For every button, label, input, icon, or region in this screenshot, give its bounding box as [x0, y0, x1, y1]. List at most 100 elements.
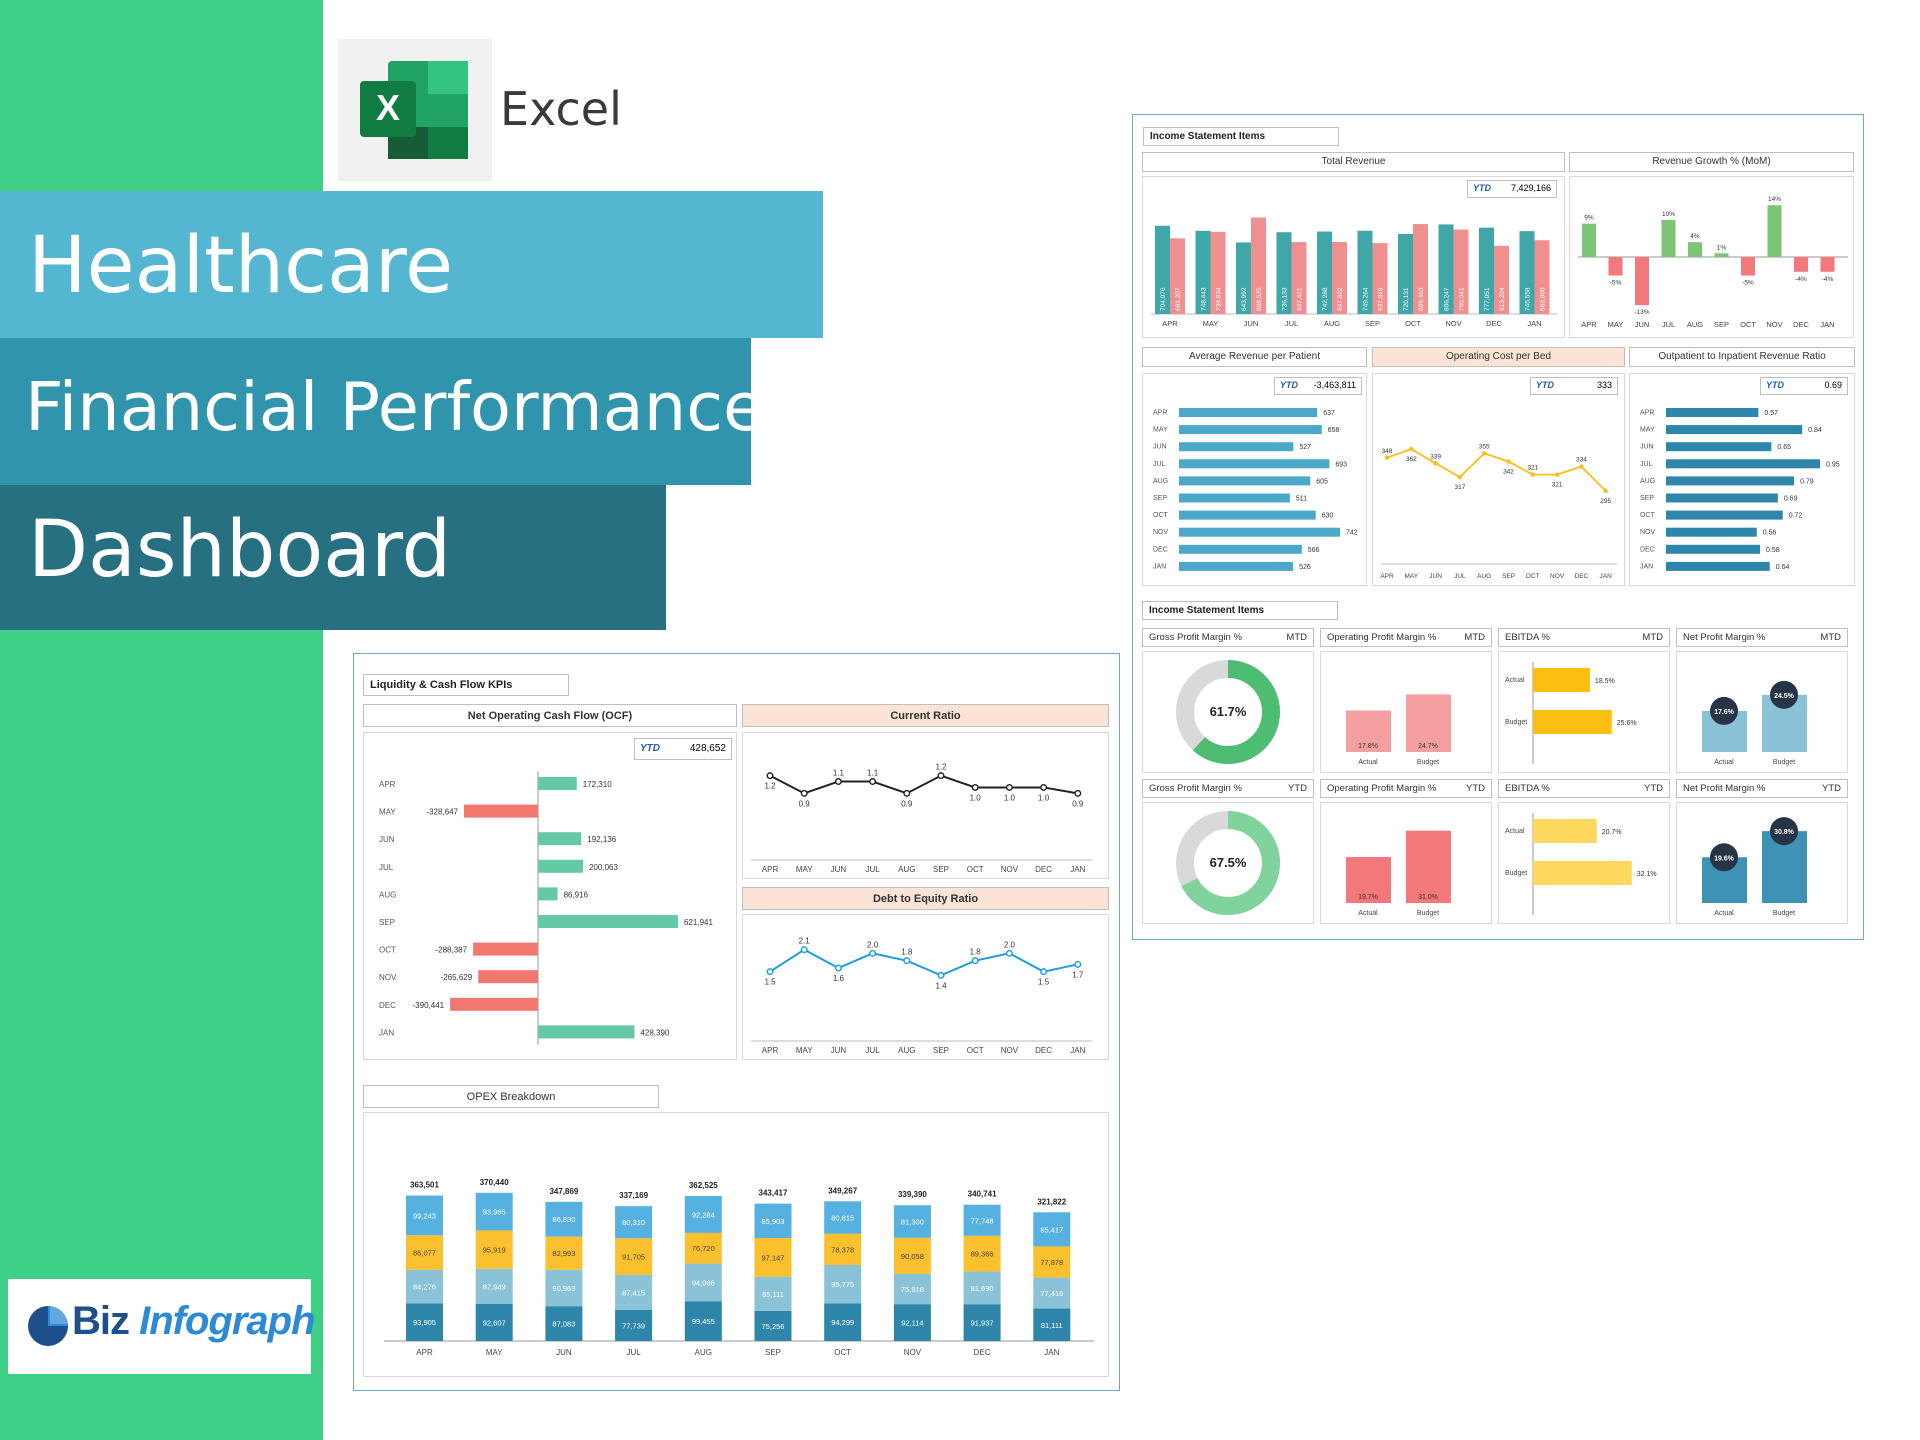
value-bar — [1666, 544, 1761, 554]
actual-bar — [1533, 668, 1590, 692]
opex-segment-label: 77,416 — [1040, 1289, 1063, 1298]
ocf-header: Net Operating Cash Flow (OCF) — [363, 704, 737, 727]
outpatient-ratio-chart: APR 0.57 MAY 0.84 JUN 0.65 JUL 0.95 AUG 0.79 SEP 0.… — [1640, 408, 1840, 571]
month-tick: DEC — [1035, 865, 1052, 874]
month-tick: AUG — [898, 1046, 915, 1055]
opex-segment — [963, 1271, 1001, 1305]
month-tick: AUG — [1153, 478, 1168, 485]
value-bar — [1179, 459, 1330, 469]
budget-label: 637,849 — [1378, 287, 1385, 311]
opex-segment — [893, 1273, 931, 1305]
month-tick: NOV — [1001, 1046, 1019, 1055]
actual-value: 19.6% — [1714, 855, 1735, 862]
data-point — [766, 772, 774, 780]
ocf-bar — [538, 859, 584, 873]
opex-segment — [1033, 1246, 1071, 1278]
opex-segment-label: 85,417 — [1040, 1225, 1063, 1234]
gpm-ytd-donut: 67.5% — [1176, 811, 1280, 915]
gpm-mtd-donut: 61.7% — [1176, 660, 1280, 764]
month-tick: MAY — [1640, 427, 1655, 434]
budget-bar — [1332, 242, 1347, 314]
data-point — [1040, 968, 1048, 976]
data-label: 1.4 — [935, 981, 947, 990]
month-tick: JAN — [1153, 563, 1166, 570]
ocf-label: -265,629 — [441, 973, 473, 982]
opex-segment-label: 91,937 — [971, 1319, 994, 1328]
data-label: 295 — [1600, 498, 1611, 505]
budget-bar — [1372, 243, 1388, 314]
opex-segment — [406, 1303, 443, 1341]
month-tick: JUN — [1429, 573, 1442, 580]
data-label: 317 — [1454, 484, 1465, 491]
month-tick: AUG — [379, 890, 396, 899]
ocf-label: 200,063 — [589, 863, 618, 872]
banner-line-3: Dashboard — [0, 485, 666, 630]
data-point — [937, 971, 945, 979]
growth-label: -13% — [1634, 309, 1649, 316]
data-point — [1506, 459, 1511, 464]
budget-bar — [1291, 242, 1307, 314]
month-tick: APR — [1640, 410, 1654, 417]
month-tick: SEP — [1365, 319, 1380, 328]
month-tick: AUG — [1477, 573, 1491, 580]
month-tick: JAN — [1527, 319, 1541, 328]
ocf-label: -390,441 — [413, 1001, 445, 1010]
value-label: 605 — [1316, 478, 1328, 485]
ocf-label: -328,647 — [426, 808, 458, 817]
value-label: 566 — [1308, 547, 1320, 554]
data-point — [766, 968, 774, 976]
data-point — [1409, 446, 1414, 452]
opex-total-label: 347,869 — [549, 1187, 578, 1196]
actual-axis-label: Actual — [1505, 828, 1525, 835]
budget-axis-label: Budget — [1417, 759, 1439, 766]
banner-line-1: Healthcare — [0, 191, 823, 338]
actual-axis-label: Actual — [1358, 910, 1378, 917]
opex-segment — [893, 1205, 931, 1238]
ebitda-ytd-header: EBITDA % YTD — [1498, 779, 1670, 798]
value-label: 0.95 — [1826, 461, 1840, 468]
month-tick: APR — [416, 1348, 433, 1357]
gpm-mtd-header: Gross Profit Margin % MTD — [1142, 628, 1314, 647]
month-tick: SEP — [1640, 495, 1654, 502]
opex-segment — [754, 1276, 792, 1311]
opex-segment-label: 91,705 — [622, 1253, 645, 1262]
brand-name: Biz Infograph — [72, 1299, 316, 1343]
data-label: 1.0 — [1038, 793, 1050, 802]
budget-bar — [1494, 245, 1509, 314]
data-label: 0.9 — [799, 799, 811, 808]
value-label: 0.84 — [1808, 427, 1822, 434]
npm-mtd-header: Net Profit Margin % MTD — [1676, 628, 1848, 647]
budget-bar — [1534, 240, 1550, 314]
operating-cost-card: YTD 333 348 APR 362 MAY 339 JUN 317 JUL 355 AUG 342… — [1372, 373, 1625, 586]
growth-bar — [1635, 257, 1649, 306]
ebitda-mtd-card: Actual 18.5% Budget 25.6% — [1498, 651, 1670, 773]
month-tick: AUG — [1324, 319, 1340, 328]
excel-logo-tile: X — [338, 39, 492, 181]
month-tick: SEP — [1153, 495, 1167, 502]
value-bar — [1666, 510, 1783, 520]
opex-segment — [684, 1195, 722, 1233]
growth-label: 1% — [1717, 244, 1727, 251]
data-label: 1.8 — [970, 948, 982, 957]
budget-label: 760,041 — [1459, 287, 1466, 311]
donut-value: 61.7% — [1210, 704, 1247, 719]
data-point — [903, 789, 911, 797]
donut-arc — [1176, 660, 1280, 764]
data-label: 321 — [1552, 482, 1563, 489]
growth-label: 10% — [1662, 211, 1675, 218]
opex-segment-label: 80,815 — [831, 1213, 854, 1222]
series-line — [769, 774, 1078, 795]
budget-axis-label: Budget — [1417, 910, 1439, 917]
data-point — [1074, 960, 1082, 968]
value-bar — [1179, 493, 1290, 503]
ocf-chart: APR 172,310 MAY -328,647 JUN 192,136 JUL 200,06… — [379, 771, 713, 1045]
data-point — [1579, 464, 1584, 469]
value-label: 0.79 — [1800, 478, 1814, 485]
budget-label: 868,525 — [1256, 287, 1263, 311]
data-label: 334 — [1576, 457, 1587, 464]
month-tick: JUL — [1640, 461, 1653, 468]
opex-segment-label: 82,993 — [552, 1249, 575, 1258]
data-label: 348 — [1382, 448, 1393, 455]
opex-segment-label: 75,256 — [762, 1322, 785, 1331]
growth-label: -5% — [1742, 280, 1754, 287]
